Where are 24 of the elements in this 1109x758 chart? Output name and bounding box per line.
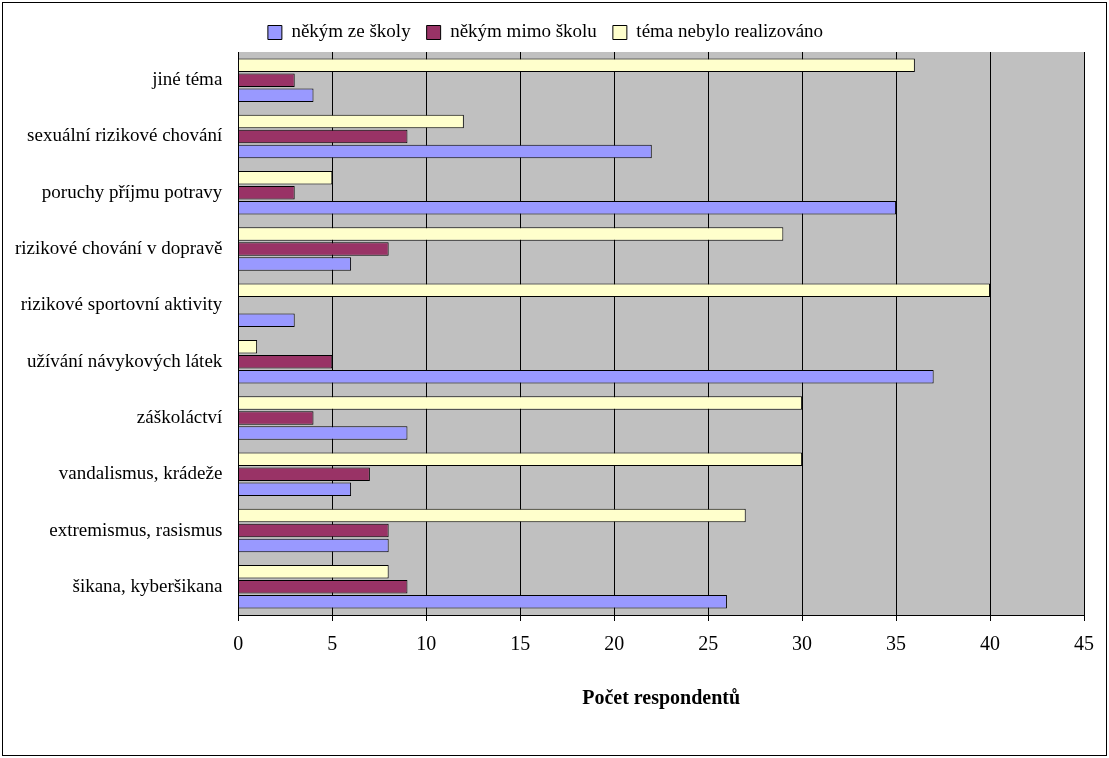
y-tick-label: poruchy příjmu potravy: [41, 180, 223, 202]
legend-label: někým mimo školu: [450, 20, 598, 42]
x-tick-label: 30: [792, 632, 813, 655]
legend-label: někým ze školy: [291, 20, 412, 42]
x-tick-label: 45: [1074, 632, 1094, 655]
x-tick-label: 0: [233, 632, 244, 655]
y-tick-label: šikana, kyberšikana: [72, 574, 223, 596]
legend-label: téma nebylo realizováno: [636, 20, 824, 42]
x-tick-label: 5: [327, 632, 338, 655]
x-tick-label: 15: [510, 632, 531, 655]
x-tick-label: 20: [604, 632, 625, 655]
x-tick-label: 35: [886, 632, 907, 655]
x-tick-label: 10: [416, 632, 437, 655]
x-tick-label: 25: [698, 632, 719, 655]
x-tick-label: 40: [980, 632, 1001, 655]
y-tick-label: jiné téma: [151, 68, 223, 90]
y-tick-label: extremismus, rasismus: [49, 518, 223, 540]
y-tick-label: rizikové chování v dopravě: [15, 237, 223, 259]
x-axis-title: Počet respondentů: [582, 686, 741, 710]
y-tick-label: užívání návykových látek: [27, 349, 223, 371]
y-tick-label: záškoláctví: [136, 405, 224, 427]
y-tick-label: vandalismus, krádeže: [58, 462, 223, 484]
y-tick-label: sexuální rizikové chování: [27, 124, 224, 146]
y-tick-label: rizikové sportovní aktivity: [20, 293, 223, 315]
